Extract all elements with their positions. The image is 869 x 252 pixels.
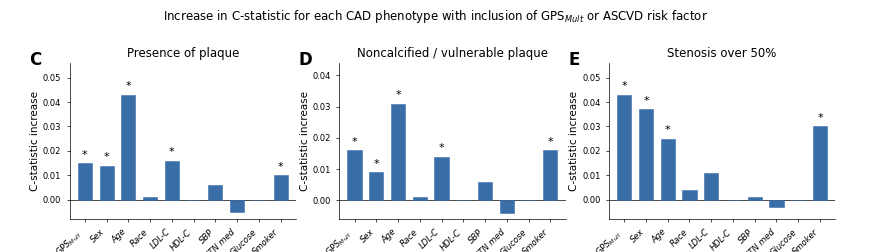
Bar (434, 157, 448, 201)
Text: *: * (438, 143, 444, 153)
Bar (768, 200, 783, 207)
Bar (368, 172, 383, 201)
Text: *: * (125, 81, 131, 91)
Text: D: D (298, 50, 312, 69)
Bar (143, 197, 157, 200)
Bar (681, 190, 696, 200)
Bar (616, 95, 631, 200)
Y-axis label: C-statistic increase: C-statistic increase (568, 91, 579, 191)
Text: *: * (277, 162, 283, 172)
Text: *: * (395, 90, 401, 100)
Bar (77, 163, 92, 200)
Text: *: * (351, 137, 357, 147)
Text: *: * (547, 137, 553, 147)
Bar (746, 197, 761, 200)
Bar (273, 175, 288, 200)
Bar (412, 197, 427, 201)
Bar (660, 139, 674, 200)
Bar (99, 166, 114, 200)
Text: *: * (169, 147, 175, 157)
Text: *: * (620, 81, 627, 91)
Bar (347, 150, 362, 201)
Y-axis label: C-statistic increase: C-statistic increase (30, 91, 40, 191)
Title: Noncalcified / vulnerable plaque: Noncalcified / vulnerable plaque (356, 47, 547, 60)
Bar (390, 104, 405, 201)
Text: E: E (567, 50, 579, 69)
Text: *: * (373, 159, 379, 169)
Text: C: C (29, 50, 41, 69)
Text: Increase in C-statistic for each CAD phenotype with inclusion of GPS$_{Mult}$ or: Increase in C-statistic for each CAD phe… (163, 8, 706, 24)
Bar (703, 173, 718, 200)
Bar (477, 182, 492, 201)
Text: *: * (664, 125, 670, 135)
Bar (208, 185, 222, 200)
Bar (499, 201, 514, 213)
Bar (638, 109, 653, 200)
Text: *: * (642, 96, 648, 106)
Bar (229, 200, 244, 212)
Title: Stenosis over 50%: Stenosis over 50% (667, 47, 776, 60)
Bar (542, 150, 557, 201)
Y-axis label: C-statistic increase: C-statistic increase (299, 91, 309, 191)
Bar (121, 95, 136, 200)
Bar (164, 161, 179, 200)
Text: *: * (82, 150, 88, 160)
Bar (812, 127, 826, 200)
Text: *: * (103, 152, 109, 162)
Text: *: * (816, 113, 822, 123)
Title: Presence of plaque: Presence of plaque (126, 47, 239, 60)
